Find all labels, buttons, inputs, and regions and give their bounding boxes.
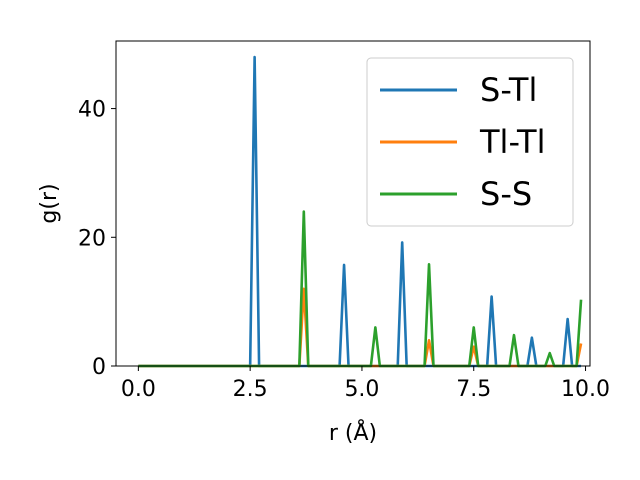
y-tick-label: 0 — [92, 355, 106, 380]
x-tick-label: 10.0 — [561, 377, 610, 402]
y-axis-label: g(r) — [37, 183, 62, 223]
legend-label-tl-tl: Tl-Tl — [479, 123, 545, 161]
legend-label-s-tl: S-Tl — [480, 71, 537, 109]
x-tick-label: 2.5 — [233, 377, 268, 402]
series-line-tl-tl — [138, 287, 583, 368]
series-line-s-s — [138, 210, 583, 368]
plot-frame — [115, 40, 591, 367]
y-tick-label: 20 — [78, 226, 106, 251]
y-tick-label: 40 — [78, 98, 106, 123]
x-axis-label: r (Å) — [329, 419, 377, 446]
x-tick-label: 0.0 — [121, 377, 156, 402]
x-tick-label: 7.5 — [456, 377, 491, 402]
x-tick-label: 5.0 — [344, 377, 379, 402]
ticks-layer: 0.0 2.5 5.0 7.5 10.0 0 20 40 — [78, 98, 610, 402]
legend: S-Tl Tl-Tl S-S — [366, 57, 574, 227]
legend-label-s-s: S-S — [480, 175, 532, 213]
legend-box — [366, 57, 574, 227]
